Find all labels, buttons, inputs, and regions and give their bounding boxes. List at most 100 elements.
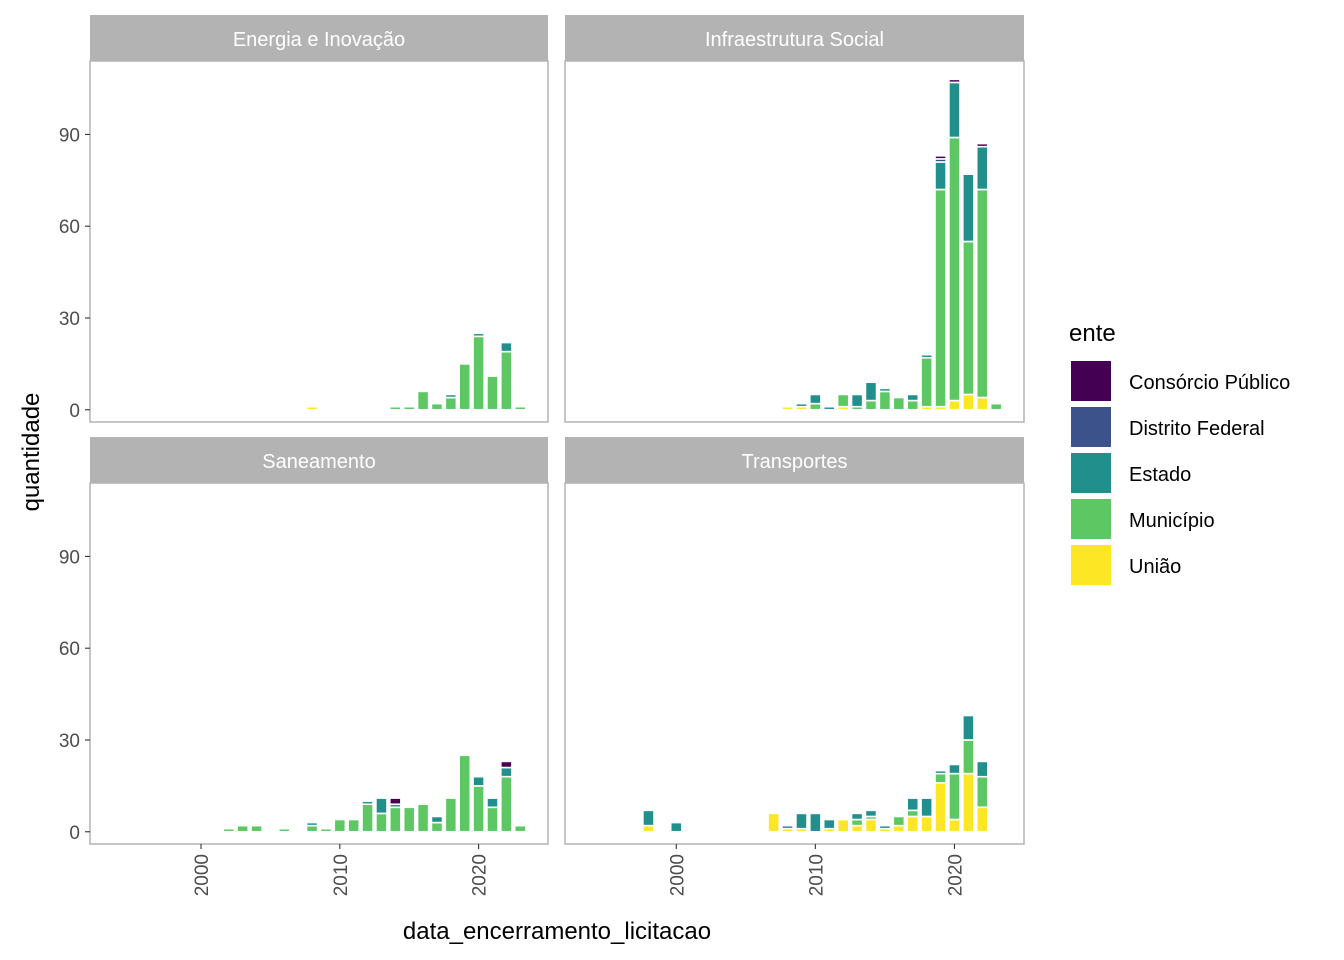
bar-segment-2014-estado [864,381,878,402]
x-axis-title: data_encerramento_licitacao [403,918,711,945]
panel-strip [565,437,1024,483]
bar-segment-2010-estado [808,393,822,405]
bar-segment-2017-municipio [430,821,444,833]
panel-strip [90,437,548,483]
bar-segment-2013-municipio [375,812,388,833]
bar-segment-2018-municipio [920,356,934,408]
bar-segment-2022-municipio [975,775,989,809]
x-tick-label-2010: 2010 [331,854,352,896]
y-axis-title: quantidade [18,393,45,512]
bar-segment-2014-consorcio [388,797,402,806]
bar-segment-2013-municipio [850,818,864,827]
panel-saneamento: Saneamento 0 30 60 90 2000 2010 2020 [59,437,549,896]
bar-segment-2013-estado [375,797,388,815]
bar-segment-2008-municipio [305,824,319,833]
panel-border [564,482,1025,845]
bar-segment-2019-uniao [934,782,947,833]
bar-segment-2020-uniao [948,399,961,411]
bar-segment-2018-uniao [920,815,934,833]
legend-label-estado: Estado [1129,464,1191,486]
panel-energia-e-inovacao: Energia e Inovação 0 30 60 90 [59,15,549,423]
bar-segment-1996-estado [614,829,628,833]
bar-segment-2016-municipio [416,803,430,833]
bar-segment-2021-municipio [961,240,975,396]
bar-segment-2017-estado [906,393,920,402]
bar-segment-2017-uniao [906,815,920,833]
bar-segment-2022-estado [500,766,513,778]
bar-segment-2004-municipio [250,824,263,833]
bar-segment-2008-uniao [781,405,794,411]
bar-segment-2022-municipio [500,775,513,833]
bar-segment-2023-municipio [513,824,527,833]
facet-panels: Energia e Inovação 0 30 60 90 Infraestrutura … [59,15,1025,896]
bar-segment-2012-municipio [836,393,850,408]
bar-segment-2019-estado [934,769,947,775]
panel-strip [565,15,1024,61]
bar-segment-2021-uniao [961,393,975,411]
bar-segment-2009-estado [795,402,808,408]
bar-segment-2019-municipio [934,772,947,784]
bar-segment-2013-estado [850,812,864,821]
panel-border [89,482,549,845]
bar-segment-2020-municipio [948,772,961,821]
bar-segment-2020-municipio [472,785,485,833]
legend: ente Consórcio Público Distrito Federal Es… [1069,320,1290,585]
bar-segment-2017-estado [430,815,444,824]
bar-segment-2021-municipio [961,739,975,775]
panel-title: Saneamento [262,451,375,473]
x-tick-label-2000: 2000 [667,854,688,896]
panel-transportes: Transportes 2000 2010 2020 [564,437,1025,896]
bar-segment-2017-municipio [430,402,444,411]
legend-key-distrito-federal [1071,407,1111,447]
bar-segment-2023-municipio [513,405,527,411]
y-tick-label-30: 30 [59,309,80,330]
bar-segment-2014-uniao [864,818,878,833]
bar-segment-2010-municipio [808,402,822,411]
bar-segment-2020-estado [948,81,961,139]
bar-segment-2022-consorcio [975,142,989,148]
bar-segment-2020-municipio [472,335,485,411]
bar-segment-2016-municipio [892,396,906,411]
panel-title: Transportes [742,451,848,473]
legend-key-municipio [1071,499,1111,539]
bar-segment-2008-estado [781,824,794,830]
legend-title: ente [1069,320,1116,347]
bar-segment-2020-estado [472,775,485,787]
legend-label-distrito-federal: Distrito Federal [1129,418,1265,440]
panel-title: Energia e Inovação [233,29,405,51]
bar-segment-2006-municipio [277,827,291,833]
bar-segment-2021-estado [961,173,975,243]
bar-segment-2021-estado [961,714,975,741]
panel-border [564,60,1025,423]
bar-segment-2023-municipio [989,402,1003,411]
bar-segment-2015-estado [878,824,892,830]
bar-segment-2015-municipio [402,405,416,411]
bar-segment-2022-consorcio [500,760,513,769]
bar-segment-2010-estado [808,812,822,833]
bar-segment-2022-estado [975,145,989,191]
bar-segment-2008-estado [305,821,319,827]
bar-segment-2020-estado [948,763,961,775]
bar-segment-2022-uniao [975,396,989,411]
bar-segment-2011-municipio [347,818,361,833]
bar-segment-2008-uniao [305,405,319,411]
bar-segment-1998-estado [642,809,655,827]
bar-segment-2021-municipio [486,806,499,833]
bar-segment-2016-municipio [892,815,906,827]
bar-segment-2018-municipio [444,396,458,411]
x-tick-label-2020: 2020 [470,854,491,896]
bar-segment-2017-municipio [906,399,920,411]
panel-border [89,60,549,423]
bar-segment-2022-estado [500,341,513,353]
y-tick-label-60: 60 [59,217,80,238]
y-tick-label-0: 0 [69,823,80,844]
bar-segment-2021-uniao [961,772,975,833]
bar-segment-2022-municipio [975,188,989,399]
bar-segment-2021-municipio [486,375,499,411]
bar-segment-2002-municipio [222,827,236,833]
y-tick-label-90: 90 [59,125,80,146]
y-tick-label-60: 60 [59,639,80,660]
bar-segment-2011-estado [822,818,836,830]
bar-segment-2011-estado [822,405,836,411]
